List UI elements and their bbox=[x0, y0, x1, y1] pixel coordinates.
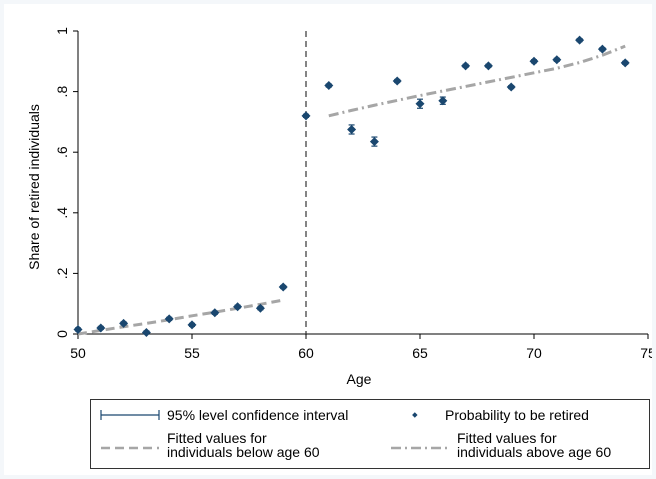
y-tick-label: .8 bbox=[54, 86, 70, 98]
data-point bbox=[301, 111, 311, 121]
legend-fit-below-line2: individuals below age 60 bbox=[167, 444, 320, 460]
y-tick-label: .6 bbox=[54, 146, 70, 158]
legend-diamond-symbol bbox=[412, 412, 418, 418]
x-tick-label: 65 bbox=[412, 345, 428, 361]
legend-label-fit-below: Fitted values for individuals below age … bbox=[167, 431, 320, 459]
data-marks bbox=[73, 35, 630, 337]
data-point bbox=[597, 44, 607, 54]
data-point bbox=[347, 124, 357, 134]
legend-item-probability: Probability to be retired bbox=[405, 407, 589, 423]
data-point bbox=[620, 58, 630, 68]
data-point bbox=[415, 99, 425, 109]
legend-item-fit-above: Fitted values for individuals above age … bbox=[387, 431, 611, 459]
x-tick-label: 50 bbox=[70, 345, 86, 361]
data-point bbox=[461, 61, 471, 71]
data-point bbox=[164, 314, 174, 324]
data-point bbox=[552, 55, 562, 65]
y-axis-label: Share of retired individuals bbox=[26, 104, 42, 270]
x-tick-label: 60 bbox=[298, 345, 314, 361]
legend: 95% level confidence interval Probabilit… bbox=[90, 399, 650, 469]
scatter-chart: 50 55 60 65 70 75 0 .2 .4 .6 .8 1 Age Share of reti… bbox=[26, 27, 656, 387]
legend-item-ci: 95% level confidence interval bbox=[97, 407, 348, 423]
data-point bbox=[392, 76, 402, 86]
x-tick-label: 70 bbox=[526, 345, 542, 361]
y-tick-label: 0 bbox=[54, 330, 70, 338]
data-point bbox=[324, 81, 334, 91]
legend-dashdot-symbol bbox=[391, 446, 449, 450]
fitted-lines bbox=[77, 44, 626, 336]
data-point bbox=[369, 137, 379, 147]
data-point bbox=[483, 61, 493, 71]
data-point bbox=[73, 324, 83, 334]
x-tick-label: 75 bbox=[640, 345, 652, 361]
legend-ci-symbol bbox=[100, 410, 160, 420]
y-tick-label: 1 bbox=[54, 27, 70, 35]
data-point bbox=[506, 82, 516, 92]
x-axis-label: Age bbox=[347, 371, 372, 387]
data-point bbox=[187, 320, 197, 330]
data-point bbox=[529, 56, 539, 66]
data-point bbox=[210, 308, 220, 318]
legend-label-probability: Probability to be retired bbox=[445, 407, 589, 423]
data-point bbox=[233, 302, 243, 312]
legend-fit-below-line1: Fitted values for bbox=[167, 430, 267, 446]
y-tick-label: .4 bbox=[54, 207, 70, 219]
data-point bbox=[119, 318, 129, 328]
fitted-line-above-60 bbox=[328, 44, 626, 118]
chart-frame: 50 55 60 65 70 75 0 .2 .4 .6 .8 1 Age Share of reti… bbox=[4, 4, 656, 475]
data-point bbox=[278, 282, 288, 292]
legend-item-fit-below: Fitted values for individuals below age … bbox=[97, 431, 320, 459]
data-point bbox=[575, 35, 585, 45]
legend-fit-above-line2: individuals above age 60 bbox=[457, 444, 612, 460]
x-tick-label: 55 bbox=[184, 345, 200, 361]
data-point bbox=[438, 96, 448, 106]
y-tick-label: .2 bbox=[54, 267, 70, 279]
legend-dashed-symbol bbox=[101, 446, 159, 450]
fitted-line-below-60 bbox=[77, 298, 284, 336]
data-point bbox=[255, 303, 265, 313]
legend-label-fit-above: Fitted values for individuals above age … bbox=[457, 431, 611, 459]
axes: 50 55 60 65 70 75 0 .2 .4 .6 .8 1 bbox=[54, 27, 656, 361]
legend-label-ci: 95% level confidence interval bbox=[167, 407, 349, 423]
data-point bbox=[96, 323, 106, 333]
data-point bbox=[141, 327, 151, 337]
legend-fit-above-line1: Fitted values for bbox=[457, 430, 557, 446]
